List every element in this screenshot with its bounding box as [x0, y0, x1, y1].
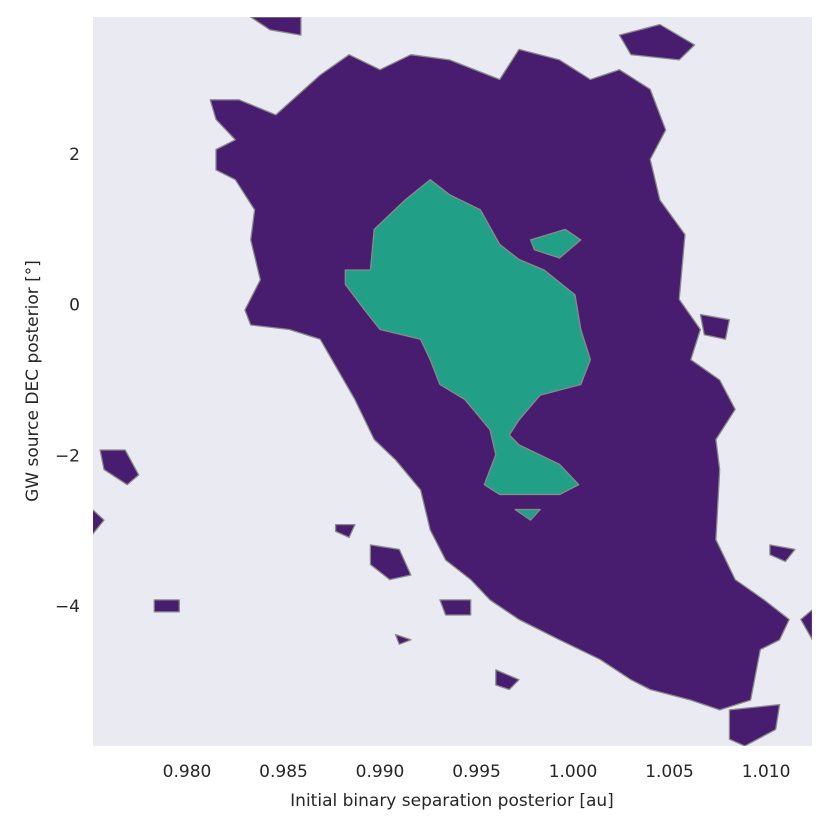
- contour-region: [800, 609, 812, 641]
- y-tick-label: −4: [55, 597, 80, 617]
- x-tick-label: 0.995: [452, 762, 501, 782]
- contour-region: [369, 544, 412, 581]
- contour-region: [529, 228, 582, 259]
- x-tick-label: 1.005: [645, 762, 694, 782]
- contour-layer: [93, 17, 812, 746]
- x-tick-label: 0.980: [163, 762, 212, 782]
- contour-region: [495, 669, 520, 691]
- contour-region: [334, 523, 356, 539]
- x-tick-label: 0.990: [356, 762, 405, 782]
- y-axis-label: GW source DEC posterior [°]: [23, 260, 43, 502]
- contour-region: [769, 544, 796, 563]
- contour-region: [439, 599, 472, 616]
- contour-region: [514, 508, 541, 521]
- x-tick-label: 0.985: [259, 762, 308, 782]
- contour-region: [344, 179, 592, 496]
- y-tick-label: −2: [55, 446, 80, 466]
- contour-region: [618, 23, 696, 61]
- x-tick-label: 1.010: [742, 762, 791, 782]
- y-tick-label: 2: [69, 145, 80, 165]
- x-tick-label: 1.000: [549, 762, 598, 782]
- x-axis-label: Initial binary separation posterior [au]: [290, 791, 614, 811]
- contour-region: [153, 599, 180, 613]
- contour-region: [93, 509, 105, 535]
- y-tick-label: 0: [69, 296, 80, 316]
- contour-region: [699, 313, 731, 340]
- contour-region: [250, 17, 302, 36]
- contour-region: [394, 633, 412, 645]
- contour-region: [728, 703, 781, 746]
- contour-region: [99, 449, 140, 486]
